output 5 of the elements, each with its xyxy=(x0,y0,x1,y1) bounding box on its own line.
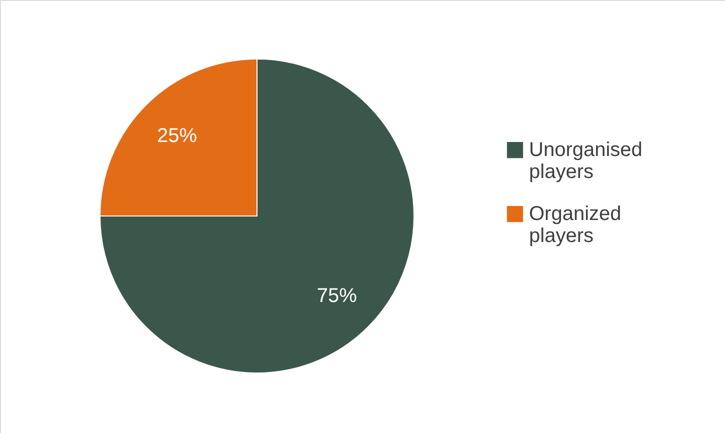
data-label: 25% xyxy=(157,125,198,148)
pie-slice xyxy=(100,58,414,374)
legend-label: Unorganised players xyxy=(529,139,642,183)
legend-label: Organized players xyxy=(529,203,622,247)
data-label: 75% xyxy=(316,284,358,307)
